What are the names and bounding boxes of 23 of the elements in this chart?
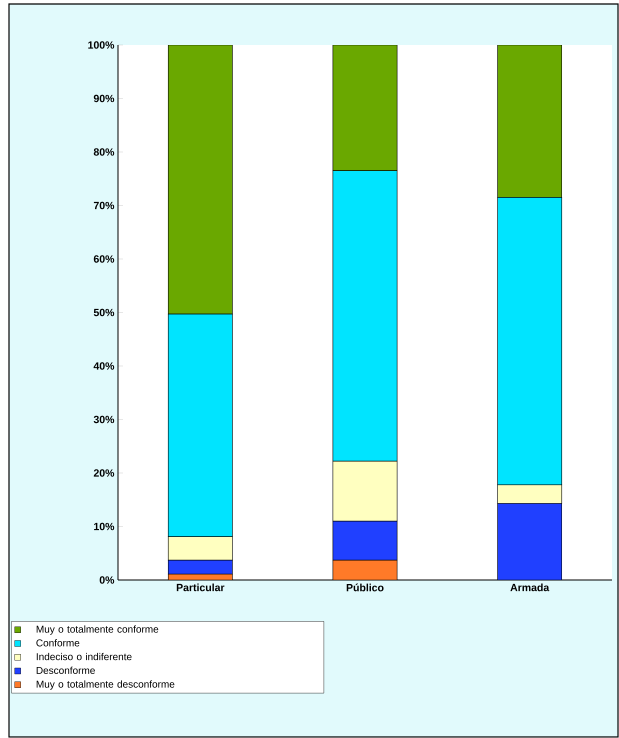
bar — [332, 560, 398, 580]
y-tick-label: 10% — [94, 522, 114, 530]
y-tick-label: 100% — [88, 41, 114, 49]
y-tick-label: 40% — [94, 362, 114, 370]
legend-label: Indeciso o indiferente — [36, 652, 132, 660]
bar — [332, 44, 398, 172]
legend-label: Muy o totalmente desconforme — [36, 680, 174, 690]
x-tick-label: Armada — [510, 584, 550, 592]
y-tick-label: 0% — [100, 576, 114, 584]
legend-label: Conforme — [36, 639, 80, 646]
bar — [168, 44, 233, 314]
y-tick-label: 70% — [94, 202, 114, 210]
legend-label: Desconforme — [36, 666, 95, 674]
x-tick-label: Particular — [176, 584, 224, 592]
y-tick-label: 50% — [94, 308, 114, 316]
y-tick-label: 90% — [94, 94, 114, 102]
y-tick-label: 30% — [94, 416, 114, 424]
y-tick-label: 80% — [94, 148, 114, 156]
y-tick-label: 20% — [94, 469, 114, 477]
legend-label: Muy o totalmente conforme — [36, 625, 158, 635]
x-tick-label: Público — [346, 584, 384, 592]
bar — [497, 44, 562, 198]
y-tick-label: 60% — [94, 255, 114, 263]
